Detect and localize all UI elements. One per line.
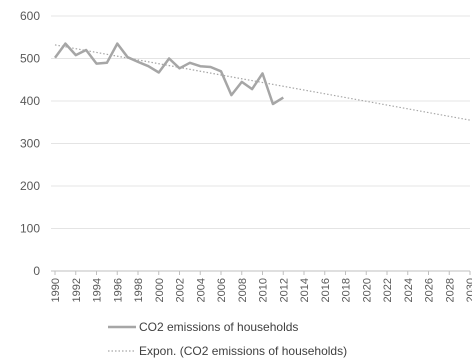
trendline-expon <box>54 44 471 121</box>
x-tick-label: 2004 <box>195 278 207 302</box>
x-tick-label: 1994 <box>92 278 104 302</box>
x-tick-label: 1990 <box>50 278 62 302</box>
x-tick-label: 2028 <box>444 278 456 302</box>
x-tick-label: 2024 <box>403 278 415 302</box>
legend-label-trend: Expon. (CO2 emissions of households) <box>139 344 347 358</box>
x-tick-label: 2012 <box>278 278 290 302</box>
y-tick-label: 400 <box>20 94 40 108</box>
series-line-co2 <box>53 42 284 106</box>
x-tick-label: 2008 <box>237 278 249 302</box>
y-tick-label: 100 <box>20 222 40 236</box>
y-tick-label: 300 <box>20 137 40 151</box>
x-tick-label: 2000 <box>154 278 166 302</box>
x-tick-label: 2006 <box>216 278 228 302</box>
x-tick-label: 1996 <box>112 278 124 302</box>
legend-label-co2: CO2 emissions of households <box>139 320 298 334</box>
y-tick-label: 500 <box>20 52 40 66</box>
x-tick-label: 1998 <box>133 278 145 302</box>
x-tick-label: 2010 <box>258 278 270 302</box>
x-tick-label: 2030 <box>465 278 472 302</box>
x-tick-label: 2014 <box>299 278 311 302</box>
y-tick-label: 600 <box>20 9 40 23</box>
x-tick-label: 2002 <box>175 278 187 302</box>
x-tick-label: 2022 <box>382 278 394 302</box>
y-tick-label: 200 <box>20 179 40 193</box>
x-tick-label: 2018 <box>341 278 353 302</box>
x-tick-label: 2020 <box>361 278 373 302</box>
legend: CO2 emissions of households Expon. (CO2 … <box>108 320 347 358</box>
y-tick-label: 0 <box>33 264 40 278</box>
x-tick-label: 1992 <box>71 278 83 302</box>
x-axis-ticks: 1990 1992 1994 1996 1998 2000 2002 2004 2006 2008… <box>50 271 472 302</box>
y-axis-ticks: 0 100 200 300 400 500 600 <box>20 9 40 278</box>
series-group <box>53 42 471 121</box>
gridlines <box>51 15 470 272</box>
x-tick-label: 2016 <box>320 278 332 302</box>
x-tick-label: 2026 <box>424 278 436 302</box>
